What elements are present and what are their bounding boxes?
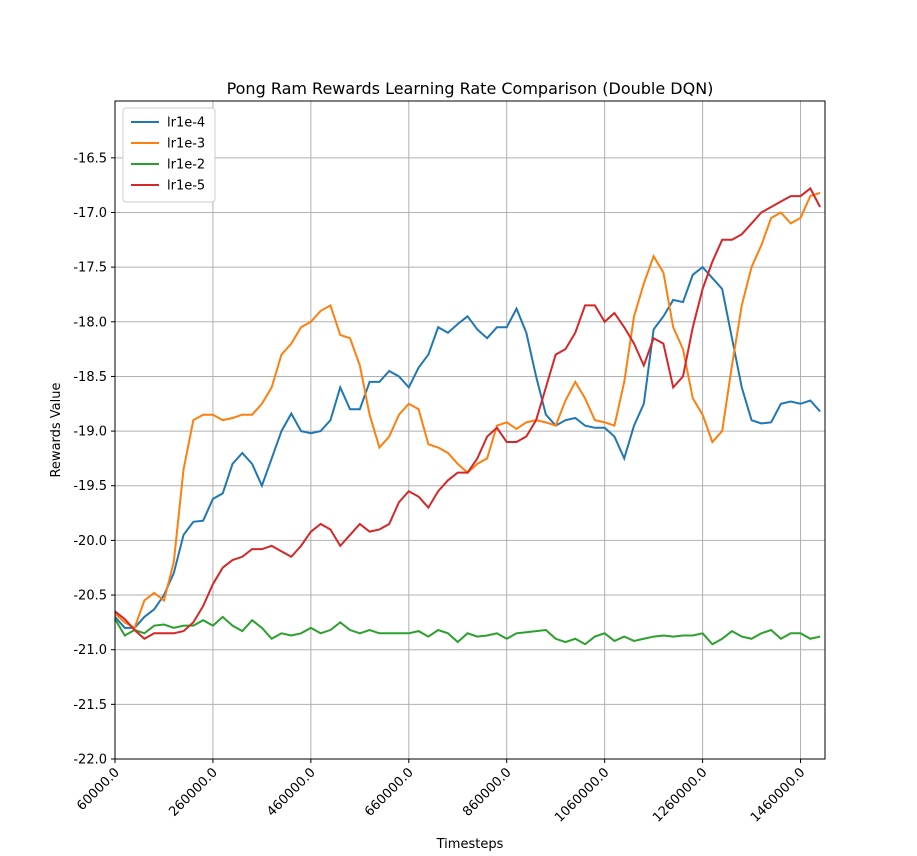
y-tick-label: -18.5 bbox=[73, 370, 107, 385]
y-tick-label: -20.5 bbox=[73, 589, 107, 604]
legend-label: lr1e-5 bbox=[167, 179, 205, 194]
y-tick-label: -22.0 bbox=[73, 753, 107, 768]
y-axis-label: Rewards Value bbox=[49, 382, 64, 477]
x-axis-label: Timesteps bbox=[436, 837, 504, 852]
plot-frame bbox=[114, 100, 826, 760]
y-tick-label: -21.5 bbox=[73, 698, 107, 713]
y-tick-label: -18.0 bbox=[73, 315, 107, 330]
series-line bbox=[114, 615, 821, 646]
chart-title: Pong Ram Rewards Learning Rate Compariso… bbox=[227, 79, 714, 98]
y-tick-label: -20.0 bbox=[73, 534, 107, 549]
y-tick-label: -17.0 bbox=[73, 206, 107, 221]
y-tick-label: -21.0 bbox=[73, 643, 107, 658]
series-line bbox=[114, 265, 821, 629]
legend-label: lr1e-3 bbox=[167, 137, 205, 152]
y-tick-label: -19.0 bbox=[73, 425, 107, 440]
y-tick-label: -17.5 bbox=[73, 261, 107, 276]
y-tick-label: -19.5 bbox=[73, 479, 107, 494]
legend-label: lr1e-2 bbox=[167, 158, 205, 173]
legend-label: lr1e-4 bbox=[167, 116, 205, 131]
series-line bbox=[114, 186, 821, 640]
y-tick-label: -16.5 bbox=[73, 151, 107, 166]
legend-box bbox=[122, 107, 216, 203]
